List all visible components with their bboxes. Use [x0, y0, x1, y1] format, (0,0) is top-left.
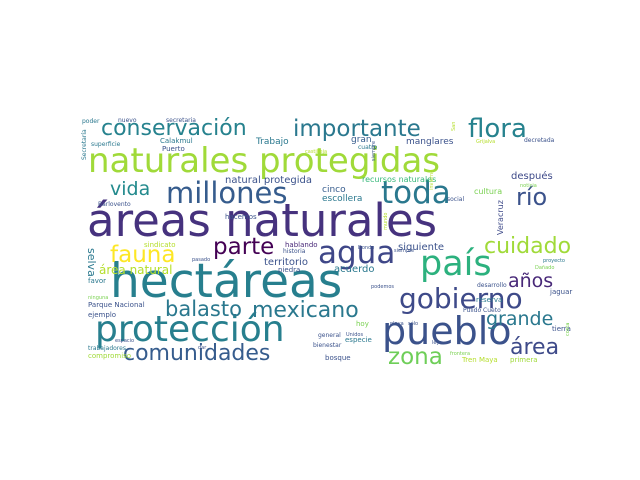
cloud-word: Secretaría [81, 129, 88, 160]
cloud-word: Veracruz [496, 200, 505, 235]
cloud-word: cinco [322, 185, 346, 195]
cloud-word: hoy [356, 320, 369, 328]
cloud-word: acuerdo [334, 264, 375, 275]
cloud-word: costa [565, 322, 571, 336]
cloud-word: manglares [406, 137, 454, 147]
cloud-word: tierra [552, 325, 571, 333]
cloud-word: cuatro [358, 144, 378, 151]
cloud-word: Tren Maya [462, 356, 498, 364]
cloud-word: proyecto [543, 258, 565, 264]
cloud-word: parte [213, 234, 275, 260]
cloud-word: mundo [383, 212, 389, 230]
cloud-word: historia [283, 248, 306, 255]
cloud-word: hablando [285, 241, 318, 249]
cloud-word: espacio [115, 338, 135, 344]
cloud-word: Pulido Cueto [463, 307, 501, 314]
cloud-word: Parque Nacional [88, 301, 145, 309]
cloud-word: Dañado [535, 265, 555, 271]
cloud-word: fauna [110, 242, 176, 268]
cloud-word: gran [351, 135, 372, 145]
cloud-word: desarrollo [477, 282, 507, 289]
cloud-word: hacemos [225, 213, 257, 221]
cloud-word: bosque [325, 354, 351, 362]
cloud-word: Barlovento [98, 201, 131, 208]
cloud-word: importante [293, 116, 421, 142]
cloud-word: Trabajo [256, 137, 289, 147]
cloud-word: agua [318, 235, 396, 271]
cloud-word: Donde [358, 245, 375, 251]
cloud-word: ley [432, 340, 440, 346]
cloud-word: decretada [524, 137, 555, 144]
cloud-word: selva [85, 248, 98, 277]
cloud-word: natural protegida [225, 175, 312, 186]
cloud-word: siempre [394, 248, 415, 254]
cloud-word: Calakmul [160, 137, 193, 145]
cloud-word: flora [468, 114, 527, 144]
cloud-word: mexicano [252, 298, 359, 323]
cloud-word: jaguar [550, 288, 573, 296]
cloud-word: especie [345, 336, 372, 344]
cloud-word: Grijalva [476, 139, 496, 145]
cloud-word: millones [166, 176, 288, 210]
cloud-word: sólo [408, 321, 419, 327]
cloud-word: reserva [476, 296, 503, 304]
cloud-word: gobierno [399, 282, 523, 315]
cloud-word: recursos naturales [362, 175, 437, 184]
cloud-word: sindicato [144, 241, 176, 249]
cloud-word: playa [390, 321, 404, 327]
cloud-word: San [451, 121, 457, 131]
cloud-word: conservación [101, 116, 247, 141]
cloud-word: área [510, 335, 560, 360]
cloud-word: pueblo [382, 309, 512, 353]
cloud-word: protección [95, 309, 285, 350]
cloud-word: naturales protegidas [88, 141, 440, 181]
cloud-word: piedra [278, 266, 301, 274]
cloud-word: bienestar [313, 342, 342, 349]
cloud-word: frontera [450, 351, 471, 357]
cloud-word: compromiso [88, 352, 132, 360]
cloud-word: zona [388, 344, 443, 370]
cloud-word: cultura [474, 187, 503, 196]
cloud-word: área natural [99, 263, 173, 277]
cloud-word: castilleja [305, 149, 328, 155]
cloud-word: comunidades [123, 341, 271, 366]
cloud-word: trabajadores [88, 345, 126, 352]
cloud-word: siempre [371, 140, 377, 161]
cloud-word: hectáreas [110, 254, 343, 309]
cloud-word: superficie [91, 141, 121, 148]
cloud-word: invierno [429, 169, 435, 190]
cloud-word: nuevo [118, 117, 137, 124]
cloud-word: podemos [371, 284, 395, 290]
cloud-word: después [511, 171, 553, 182]
cloud-word: pasado [192, 257, 211, 263]
cloud-word: primera [510, 356, 538, 364]
cloud-word: noticia [520, 183, 537, 189]
cloud-word: río [516, 183, 548, 211]
cloud-word: secretaria [166, 117, 196, 124]
cloud-word: territorio [264, 257, 308, 268]
cloud-word: cuidado [484, 234, 572, 259]
cloud-word: poder [82, 118, 100, 125]
cloud-word: Puerto [162, 145, 185, 153]
cloud-word: años [508, 270, 554, 292]
cloud-word: social [447, 196, 465, 203]
cloud-word: áreas naturales [87, 194, 438, 247]
cloud-word: escollera [322, 194, 363, 204]
cloud-word: balasto [165, 297, 242, 321]
cloud-word: país [420, 244, 492, 284]
cloud-word: ejemplo [88, 311, 117, 319]
cloud-word: general [318, 332, 341, 339]
cloud-word: grande [486, 308, 554, 330]
cloud-word: favor [88, 277, 107, 285]
cloud-word: dar [198, 345, 207, 351]
cloud-word: ninguna [88, 295, 109, 301]
cloud-word: Unidos [346, 332, 364, 338]
cloud-word: toda [381, 175, 451, 211]
cloud-word: vida [110, 178, 151, 200]
cloud-word: siguiente [398, 242, 445, 253]
